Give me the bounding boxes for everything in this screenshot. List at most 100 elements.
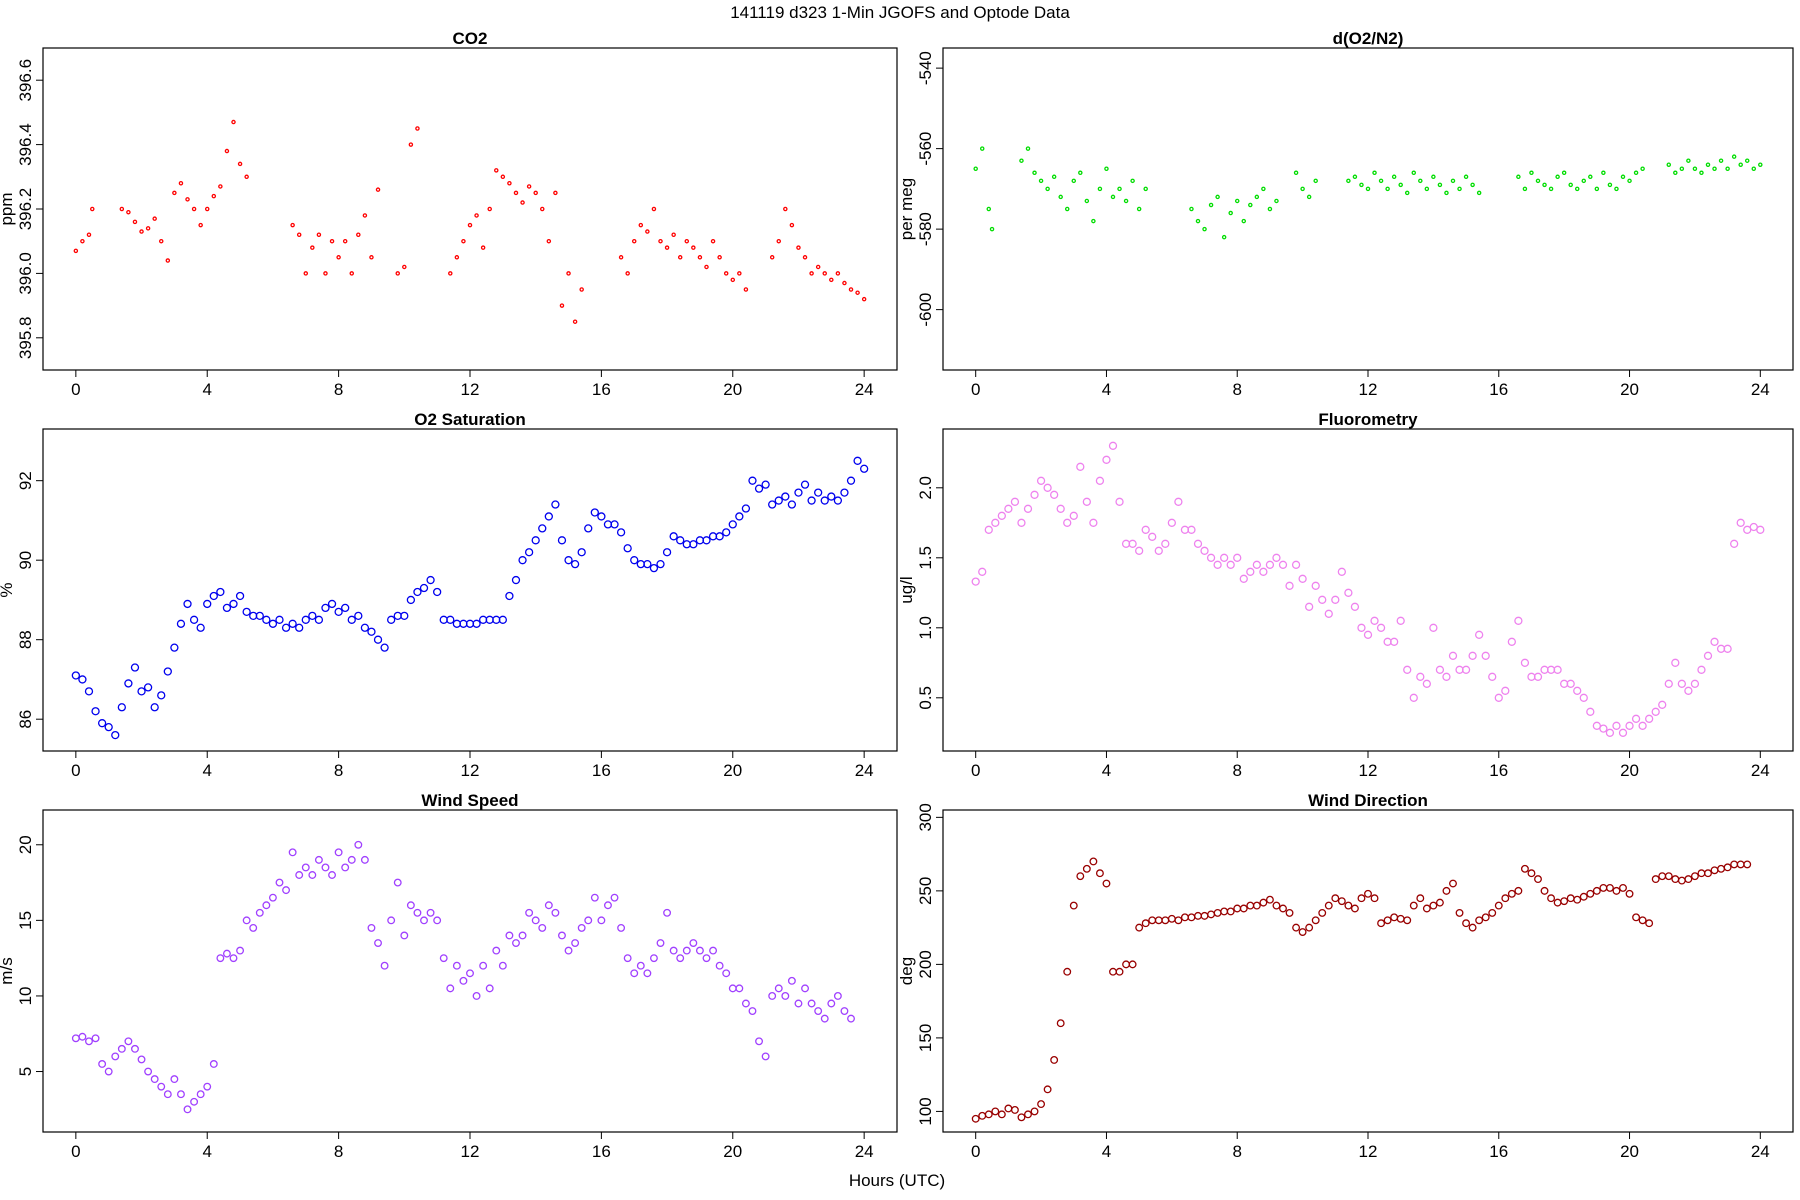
co2-point (362, 213, 368, 218)
wind-direction-point (1717, 864, 1726, 873)
o2-saturation-y-tick-label: 86 (16, 710, 35, 729)
fluorometry-point (1318, 595, 1327, 604)
o2-saturation-point (229, 599, 238, 609)
d-o2-n2-y-axis-label: per meg (897, 178, 916, 240)
wind-speed-point (827, 999, 836, 1008)
panel-wind-speed: Wind Speed 0 4 8 12 16 20 24 5 10 15 20 m/s (0, 791, 898, 1161)
co2-point (855, 290, 860, 295)
d-o2-n2-point (1064, 206, 1070, 212)
wind-direction-point (978, 1111, 987, 1120)
d-o2-n2-point (1633, 170, 1639, 176)
o2-saturation-point (768, 500, 777, 509)
wind-direction-point (1651, 875, 1660, 884)
wind-speed-point (807, 999, 816, 1008)
co2-point (822, 271, 827, 276)
o2-saturation-point (524, 548, 534, 557)
fluorometry-x-tick-label: 16 (1489, 761, 1508, 780)
fluorometry-point (1756, 525, 1765, 534)
co2-point (474, 213, 479, 218)
d-o2-n2-point (1352, 174, 1358, 180)
wind-speed-point (341, 863, 350, 872)
fluorometry-point (1148, 532, 1157, 541)
o2-saturation-point (741, 504, 751, 513)
o2-saturation-plot-frame (42, 428, 898, 752)
o2-saturation-point (71, 671, 80, 680)
o2-saturation-point (137, 687, 146, 696)
o2-saturation-points (71, 456, 869, 740)
o2-saturation-point (327, 599, 337, 609)
wind-speed-point (170, 1075, 179, 1084)
fluorometry-point (1036, 476, 1046, 485)
wind-speed-point (183, 1105, 192, 1114)
o2-saturation-point (570, 560, 580, 569)
fluorometry-point (1703, 651, 1713, 660)
wind-direction-point (1658, 872, 1667, 881)
co2-point (697, 255, 703, 260)
wind-direction-point (1050, 1056, 1059, 1064)
fluorometry-x-tick-label: 20 (1620, 761, 1639, 780)
o2-saturation-point (446, 615, 455, 624)
fluorometry-point (1658, 700, 1667, 709)
wind-speed-point (715, 961, 724, 970)
wind-speed-point (91, 1034, 100, 1043)
fluorometry-point (1128, 539, 1137, 548)
fluorometry-point (1030, 490, 1039, 499)
wind-speed-point (85, 1037, 93, 1046)
wind-speed-point (695, 946, 704, 955)
fluorometry-point (1710, 637, 1719, 646)
wind-direction-point (1213, 908, 1222, 917)
wind-speed-point (177, 1090, 185, 1099)
d-o2-n2-point (1516, 174, 1521, 180)
wind-speed-point (150, 1075, 159, 1084)
d-o2-n2-point (1398, 182, 1403, 188)
wind-direction-point (1017, 1113, 1026, 1122)
wind-direction-point (1265, 895, 1274, 904)
d-o2-n2-point (986, 206, 992, 212)
wind-speed-x-tick-label: 0 (71, 1142, 80, 1161)
d-o2-n2-point (1117, 186, 1122, 192)
o2-saturation-point (433, 587, 442, 597)
co2-point (520, 200, 525, 205)
wind-direction-point (1318, 908, 1327, 917)
wind-speed-point (702, 954, 711, 963)
d-o2-n2-point (1679, 166, 1685, 171)
co2-x-tick-label: 4 (202, 380, 211, 399)
wind-direction-point (1690, 872, 1699, 881)
wind-speed-point (649, 954, 658, 963)
o2-saturation-point (170, 643, 179, 652)
d-o2-n2-point (1705, 162, 1711, 167)
o2-saturation-point (189, 615, 199, 624)
o2-saturation-point (78, 675, 87, 684)
wind-direction-point (1579, 892, 1588, 901)
fluorometry-point (1076, 462, 1085, 471)
wind-speed-point (682, 946, 691, 955)
o2-saturation-point (281, 623, 291, 632)
wind-speed-x-tick-label: 8 (334, 1142, 343, 1161)
wind-direction-point (1259, 898, 1268, 907)
fluorometry-point (1082, 497, 1091, 506)
wind-direction-point (1089, 857, 1098, 866)
d-o2-n2-point (1300, 186, 1305, 192)
o2-saturation-point (860, 464, 869, 473)
d-o2-n2-point (1548, 186, 1554, 192)
o2-saturation-point (689, 540, 698, 549)
co2-point (842, 280, 847, 286)
wind-speed-plot-frame (42, 809, 898, 1133)
o2-saturation-point (853, 456, 862, 465)
wind-speed-point (413, 908, 422, 917)
co2-point (336, 255, 341, 260)
o2-saturation-point (715, 532, 724, 541)
wind-direction-point (1311, 916, 1320, 925)
wind-direction-point (1095, 869, 1104, 878)
wind-direction-point (1403, 916, 1412, 925)
o2-saturation-x-tick-label: 24 (855, 761, 874, 780)
wind-direction-point (1344, 901, 1353, 910)
co2-point (415, 126, 420, 131)
wind-speed-point (347, 855, 356, 864)
wind-direction-point (1710, 866, 1719, 875)
d-o2-n2-point (1542, 182, 1547, 188)
o2-saturation-point (833, 496, 843, 505)
d-o2-n2-point (1529, 170, 1534, 176)
fluorometry-title: Fluorometry (1318, 410, 1418, 429)
o2-saturation-point (275, 615, 284, 624)
